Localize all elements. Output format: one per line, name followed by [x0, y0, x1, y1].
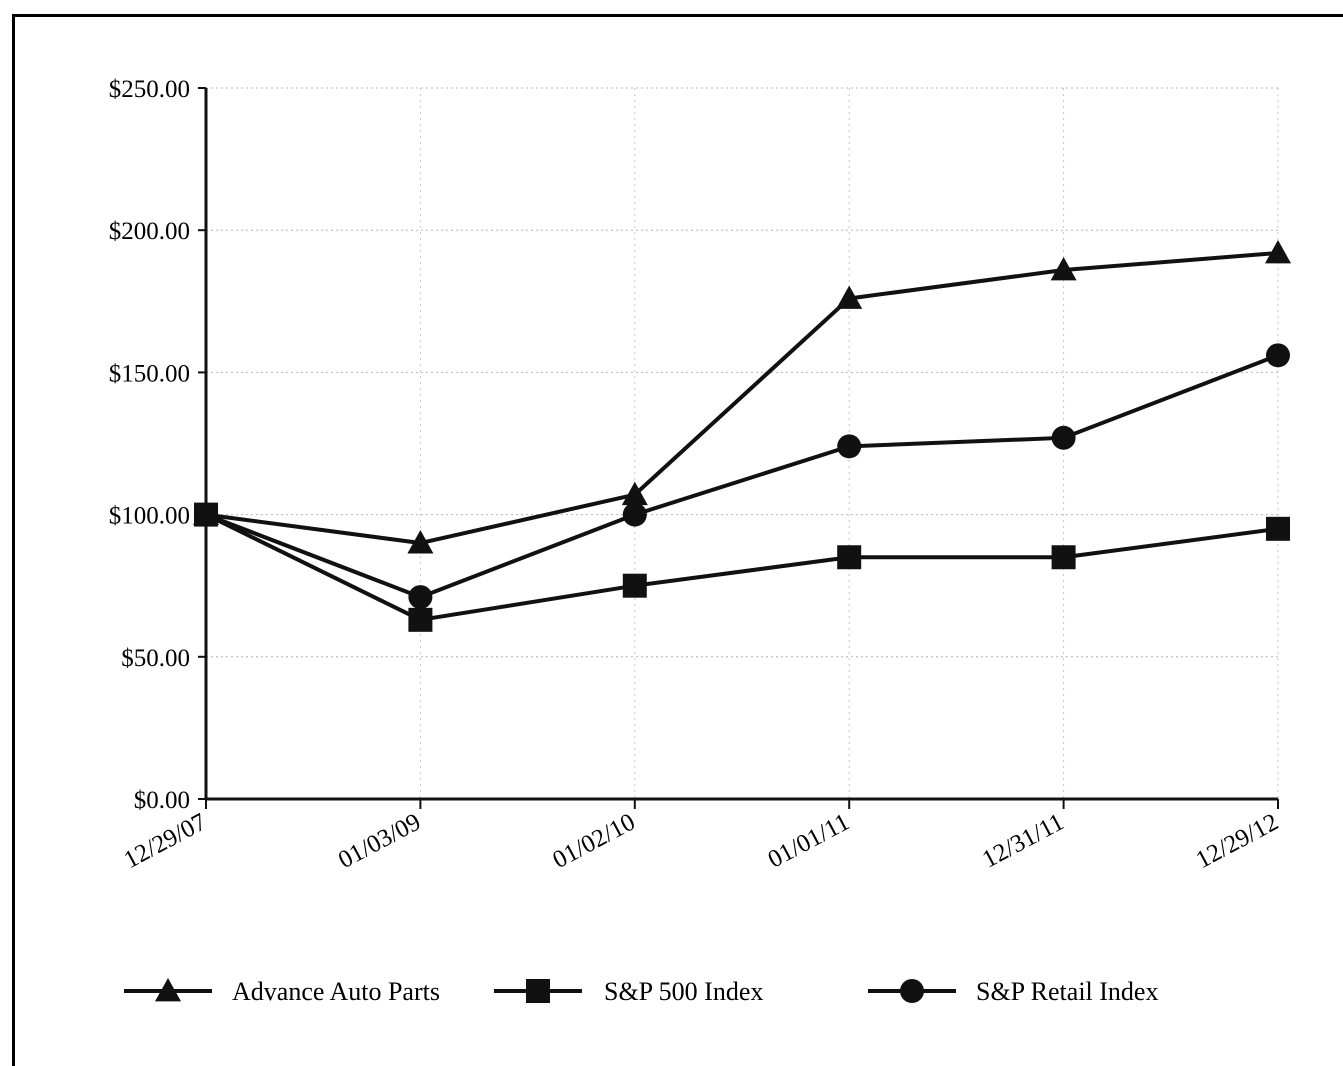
- series-triangle: [193, 239, 1291, 554]
- legend-marker-circle: [900, 979, 924, 1003]
- legend: Advance Auto Parts S&P 500 Index S&P Retai…: [124, 977, 1158, 1006]
- legend-marker-square: [526, 979, 550, 1003]
- data-point-triangle: [621, 481, 648, 506]
- y-tick-label: $250.00: [109, 76, 190, 103]
- legend-item: Advance Auto Parts: [124, 977, 440, 1006]
- legend-item: S&P 500 Index: [494, 977, 763, 1006]
- axes: [198, 87, 1279, 809]
- x-tick-label: 01/01/11: [764, 808, 854, 873]
- data-point-circle: [194, 502, 218, 527]
- data-point-triangle: [407, 530, 434, 554]
- series-line: [205, 353, 1279, 600]
- legend-item: S&P Retail Index: [868, 977, 1158, 1006]
- data-point-circle: [837, 434, 862, 459]
- data-point-triangle: [1265, 239, 1291, 264]
- series-line: [205, 250, 1279, 546]
- data-point-square: [1266, 516, 1290, 541]
- data-point-square: [1051, 545, 1076, 570]
- data-point-square: [622, 573, 647, 598]
- x-tick-label: 12/31/11: [978, 808, 1068, 873]
- y-tick-label: $200.00: [109, 218, 190, 245]
- data-point-triangle: [1050, 257, 1077, 281]
- x-tick-labels: 12/29/07 01/03/09 01/02/10 01/01/11 12/31/11…: [120, 808, 1283, 874]
- series-circle: [194, 343, 1290, 610]
- data-point-square: [837, 545, 862, 570]
- chart-frame: [12, 14, 1343, 1066]
- grid-lines: [206, 87, 1279, 799]
- legend-label: S&P Retail Index: [976, 977, 1158, 1006]
- y-tick-label: $150.00: [109, 360, 190, 387]
- series-square: [194, 502, 1290, 632]
- legend-label: S&P 500 Index: [604, 977, 763, 1006]
- series-lines: [193, 239, 1291, 632]
- x-tick-label: 12/29/07: [120, 808, 211, 874]
- x-tick-label: 01/03/09: [334, 808, 425, 874]
- x-tick-label: 12/29/12: [1192, 808, 1283, 874]
- data-point-square: [408, 607, 433, 632]
- legend-label: Advance Auto Parts: [232, 977, 440, 1006]
- data-point-circle: [408, 585, 433, 610]
- data-point-triangle: [836, 285, 863, 309]
- legend-marker-triangle: [155, 978, 181, 1002]
- y-tick-label: $0.00: [134, 787, 190, 814]
- y-tick-label: $100.00: [109, 503, 190, 530]
- series-line: [205, 512, 1279, 622]
- data-point-circle: [622, 502, 647, 527]
- data-point-circle: [1266, 343, 1290, 368]
- y-tick-label: $50.00: [121, 645, 190, 672]
- y-tick-labels: $0.00 $50.00 $100.00 $150.00 $200.00 $250.00: [109, 76, 190, 814]
- data-point-circle: [1051, 425, 1076, 450]
- x-tick-label: 01/02/10: [548, 808, 639, 874]
